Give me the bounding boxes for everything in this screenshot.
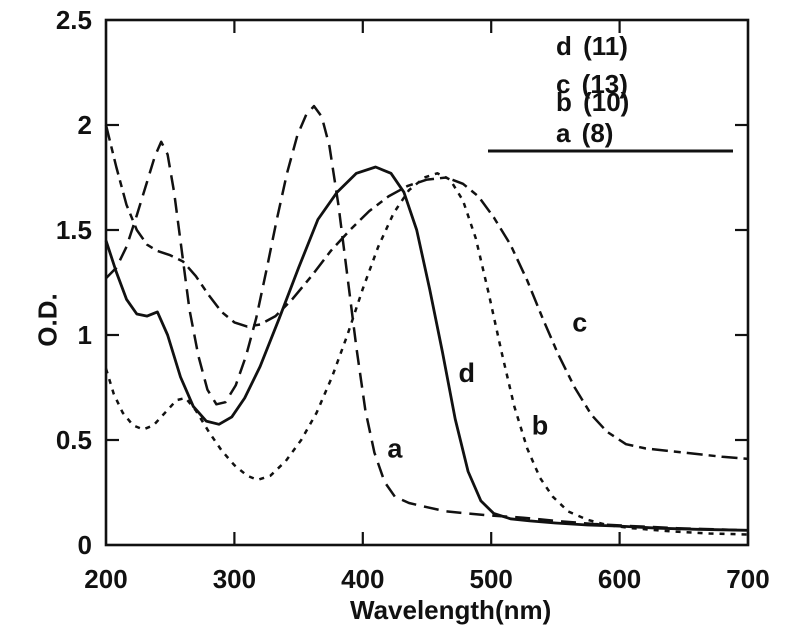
curve-a [105,104,749,532]
curve-b [104,172,749,536]
curve-label-a: a [387,433,403,463]
x-tick-label: 700 [726,564,769,594]
x-tick-label: 400 [341,564,384,594]
curve-c [104,124,749,461]
legend-entry-a: a (8) [556,118,614,148]
legend-entry-b: b (10) [556,87,630,117]
curve-label-c: c [572,307,587,337]
curve-label-b: b [532,410,549,440]
y-tick-label: 0.5 [56,425,92,455]
y-tick-label: 0 [78,530,92,560]
curve-label-d: d [459,358,476,388]
y-tick-label: 2 [78,110,92,140]
y-axis-title: O.D. [32,293,63,347]
curve-d [104,165,749,532]
legend-entry-d: d (11) [556,31,628,61]
x-tick-label: 300 [213,564,256,594]
x-tick-label: 500 [470,564,513,594]
legend-entry-c: c (13) [556,69,628,99]
plot-frame [104,18,750,547]
x-tick-label: 600 [598,564,641,594]
x-tick-label: 200 [84,564,127,594]
y-tick-label: 2.5 [56,5,92,35]
x-axis-title: Wavelength(nm) [350,595,552,625]
y-tick-label: 1 [78,320,92,350]
y-tick-label: 1.5 [56,215,92,245]
